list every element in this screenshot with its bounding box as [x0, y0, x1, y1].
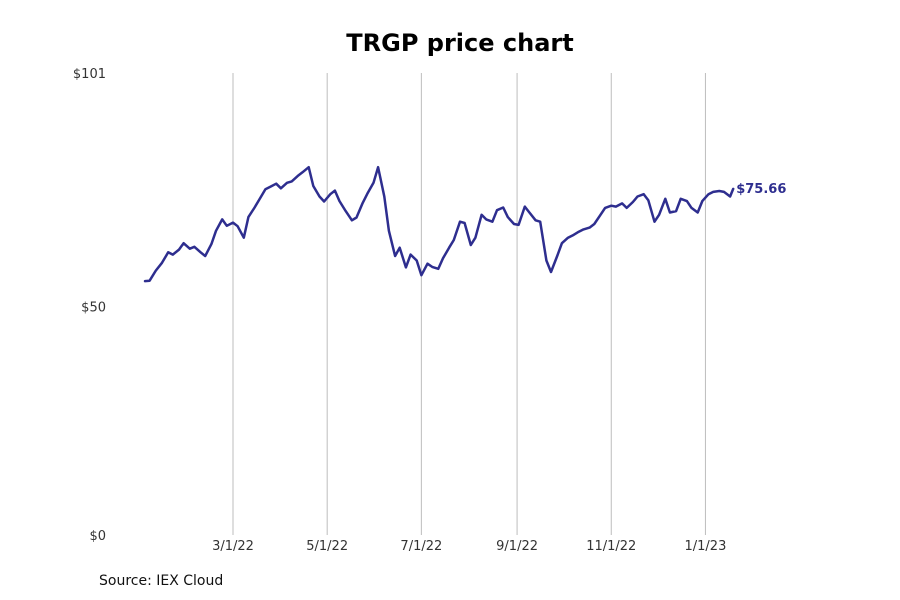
x-tick-label: 1/1/23 [685, 539, 727, 554]
x-tick-label: 11/1/22 [586, 539, 636, 554]
x-axis-ticks: 3/1/22 5/1/22 7/1/22 9/1/22 11/1/22 1/1/23 [212, 539, 726, 554]
price-line [143, 165, 735, 283]
y-tick-label: $101 [73, 67, 106, 82]
y-tick-label: $0 [89, 529, 106, 544]
y-axis-ticks: $0 $50 $101 [73, 67, 106, 544]
grid-lines [232, 73, 706, 535]
x-tick-label: 5/1/22 [306, 539, 348, 554]
x-tick-label: 3/1/22 [212, 539, 254, 554]
source-note: Source: IEX Cloud [99, 573, 224, 589]
y-tick-label: $50 [81, 300, 106, 315]
x-tick-label: 7/1/22 [400, 539, 442, 554]
last-price-label: $75.66 [736, 182, 786, 197]
chart-title: TRGP price chart [346, 29, 573, 57]
x-tick-label: 9/1/22 [496, 539, 538, 554]
